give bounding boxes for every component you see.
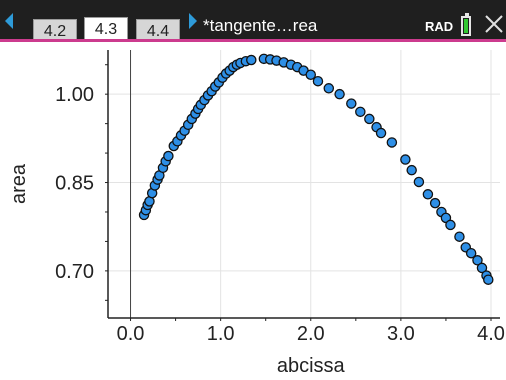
data-point [364, 113, 375, 125]
data-points [138, 53, 494, 285]
data-point [483, 274, 494, 285]
data-point [246, 54, 257, 66]
tab-accent-bar [0, 39, 506, 42]
x-tick-label: 4.0 [477, 323, 505, 345]
tab-4-2[interactable]: 4.2 [33, 19, 77, 42]
document-toolbar: 4.2 4.3 4.4 *tangente…rea RAD [0, 0, 506, 42]
data-point [413, 176, 425, 188]
scatter-plot[interactable]: 0.0 1.0 2.0 3.0 4.0 0.70 0.85 1.00 abcissa area [0, 42, 506, 380]
next-page-arrow-icon[interactable] [189, 13, 197, 29]
x-tick-label: 3.0 [387, 323, 415, 345]
data-point [346, 98, 357, 109]
data-point [323, 83, 335, 94]
tab-4-3[interactable]: 4.3 [84, 17, 128, 42]
data-point [355, 106, 366, 118]
x-tick-label: 2.0 [297, 323, 325, 345]
close-icon[interactable] [483, 13, 505, 35]
tick-labels: 0.0 1.0 2.0 3.0 4.0 0.70 0.85 1.00 [55, 84, 505, 345]
data-point [375, 127, 387, 139]
data-point [445, 219, 456, 231]
battery-icon [461, 13, 471, 36]
data-point [472, 255, 483, 266]
data-point [312, 75, 324, 87]
data-point [422, 189, 434, 200]
x-tick-label: 1.0 [207, 323, 235, 345]
x-axis-label: abcissa [277, 355, 346, 377]
data-point [429, 197, 441, 209]
data-point [476, 262, 488, 274]
data-point [400, 154, 411, 165]
data-point [386, 137, 398, 148]
y-tick-label: 1.00 [55, 84, 94, 106]
y-axis-label: area [8, 163, 30, 204]
data-point [454, 231, 465, 242]
y-tick-label: 0.70 [55, 261, 94, 283]
grid-lines [108, 50, 500, 318]
x-tick-label: 0.0 [117, 323, 145, 345]
data-point [465, 247, 477, 259]
y-tick-label: 0.85 [55, 173, 94, 195]
data-point [406, 164, 417, 176]
data-point [305, 69, 317, 80]
data-point [163, 150, 174, 162]
axes [105, 50, 500, 321]
document-title: *tangente…rea [203, 16, 318, 35]
previous-page-arrow-icon[interactable] [5, 13, 13, 29]
angle-mode-indicator: RAD [425, 19, 454, 34]
data-point [334, 88, 345, 100]
